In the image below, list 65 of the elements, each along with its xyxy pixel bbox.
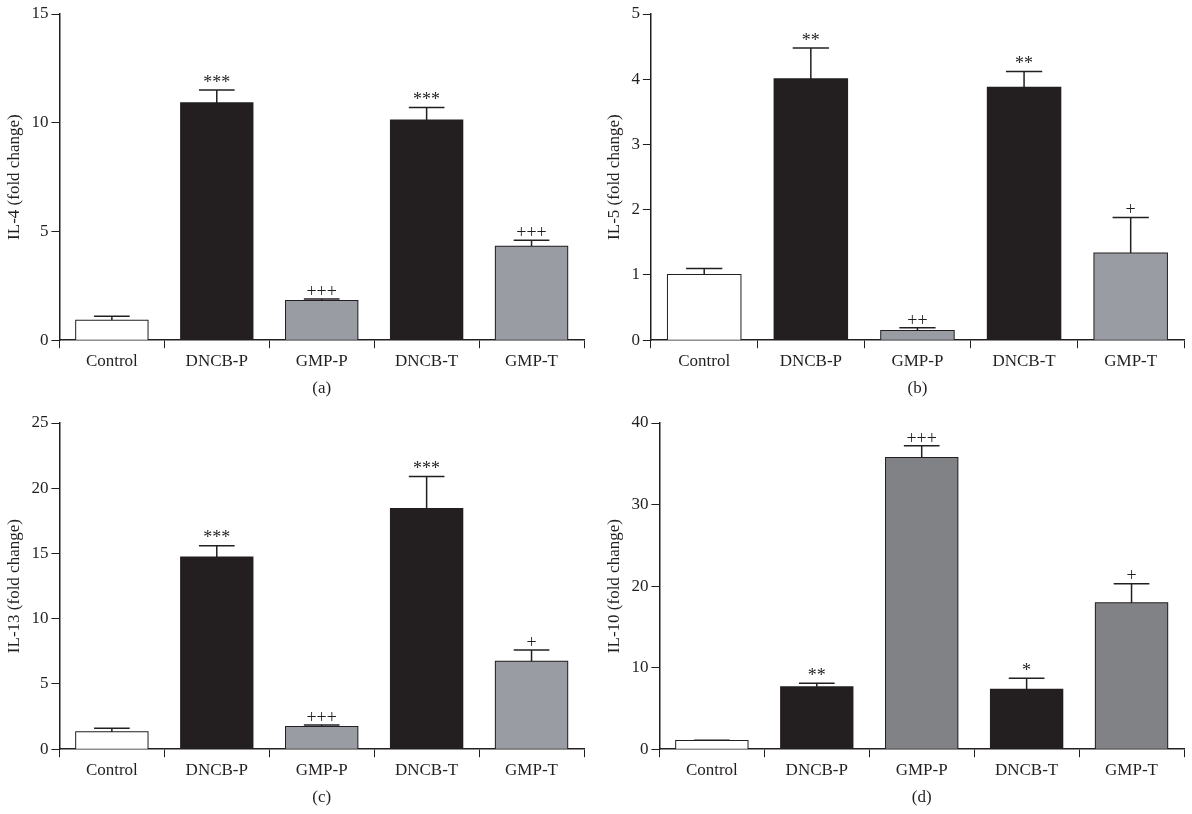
x-tick-label: DNCB-T: [994, 759, 1059, 779]
annotation: ***: [203, 71, 231, 92]
x-tick-label: DNCB-T: [394, 759, 459, 779]
annotation: +: [1125, 199, 1136, 220]
x-axis-title: (c): [312, 787, 332, 807]
x-tick-label: DNCB-P: [185, 759, 248, 779]
y-tick-label: 1: [631, 264, 640, 284]
x-tick-label: Control: [85, 759, 139, 779]
y-tick-label: 0: [39, 329, 49, 349]
y-axis-title: IL-4 (fold change): [3, 114, 23, 240]
x-tick-label: GMP-T: [1105, 759, 1159, 779]
x-tick-label: Control: [678, 350, 731, 370]
y-tick-label: 25: [31, 412, 49, 432]
x-tick-label: Control: [685, 759, 739, 779]
annotation: +++: [306, 280, 337, 301]
annotation: *: [1022, 659, 1032, 680]
x-tick-label: Control: [85, 350, 139, 370]
x-tick-label: GMP-T: [1104, 350, 1158, 370]
y-tick-label: 30: [631, 494, 649, 514]
x-tick-label: GMP-P: [895, 759, 948, 779]
y-tick-label: 5: [39, 220, 49, 240]
annotation: **: [1015, 53, 1034, 74]
y-tick-label: 3: [631, 133, 640, 153]
y-tick-label: 0: [39, 738, 49, 758]
y-axis-title: IL-13 (fold change): [3, 519, 23, 654]
y-tick-label: 0: [639, 738, 649, 758]
y-axis-title: IL-5 (fold change): [603, 114, 623, 240]
annotation: ++: [907, 309, 928, 330]
y-tick-label: 2: [631, 199, 640, 219]
x-axis-title: (a): [312, 378, 332, 398]
y-tick-label: 0: [631, 329, 640, 349]
x-tick-label: GMP-P: [295, 350, 348, 370]
x-tick-label: GMP-T: [505, 759, 559, 779]
annotation: +: [1126, 565, 1137, 586]
x-tick-label: GMP-T: [505, 350, 559, 370]
y-tick-label: 4: [631, 68, 641, 88]
annotation: +++: [906, 427, 937, 448]
annotation: +++: [516, 221, 547, 242]
x-tick-label: DNCB-P: [185, 350, 248, 370]
annotation: **: [801, 29, 820, 50]
y-tick-label: 20: [631, 575, 649, 595]
y-tick-label: 20: [31, 477, 49, 497]
y-tick-label: 5: [39, 673, 49, 693]
x-tick-label: GMP-P: [295, 759, 348, 779]
x-tick-label: DNCB-P: [785, 759, 848, 779]
y-tick-label: 5: [631, 3, 640, 23]
y-tick-label: 40: [631, 412, 649, 432]
x-axis-title: (b): [907, 378, 928, 398]
annotation: +++: [306, 706, 337, 727]
y-tick-label: 15: [31, 3, 49, 23]
x-tick-label: GMP-P: [891, 350, 944, 370]
annotation: ***: [413, 89, 441, 110]
x-tick-label: DNCB-T: [394, 350, 459, 370]
y-tick-label: 10: [31, 608, 49, 628]
x-tick-label: DNCB-P: [779, 350, 843, 370]
x-tick-label: DNCB-T: [992, 350, 1057, 370]
y-axis-title: IL-10 (fold change): [603, 519, 623, 654]
y-tick-label: 10: [31, 112, 49, 132]
annotation: +: [526, 631, 537, 652]
annotation: ***: [413, 458, 441, 479]
annotation: ***: [203, 527, 231, 548]
y-tick-label: 15: [31, 542, 49, 562]
annotation: **: [807, 664, 826, 685]
x-axis-title: (d): [911, 787, 932, 807]
y-tick-label: 10: [631, 657, 649, 677]
